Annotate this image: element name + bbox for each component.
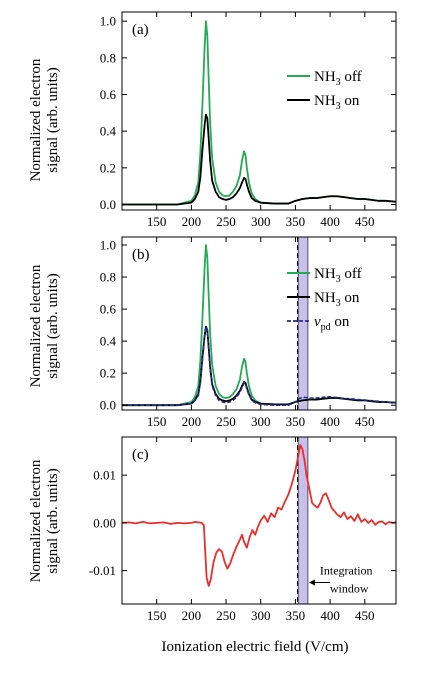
annotation-text-line1: Integration — [320, 564, 373, 578]
y-axis-title-line1: Normalized electron — [28, 58, 44, 181]
annotation-text-line2: window — [330, 582, 369, 596]
legend-label-tail: on — [341, 93, 360, 109]
legend-label-tail: on — [331, 314, 350, 330]
x-tick-label: 300 — [251, 608, 271, 623]
panels-layer: 150 200 250 300 350 400 450 0.0 0.2 0.4 0.6 0.8 1.0 (… — [89, 11, 397, 623]
x-tick-label: 450 — [355, 414, 375, 429]
y-tick-label: 0.4 — [100, 334, 117, 349]
x-tick-label: 200 — [182, 414, 202, 429]
x-tick-label: 200 — [182, 608, 202, 623]
x-tick-label: 400 — [320, 608, 340, 623]
x-tick-label: 300 — [251, 414, 271, 429]
legend-label: NH3 off — [314, 266, 362, 285]
legend-label-tail: off — [341, 69, 362, 85]
y-tick-label: -0.01 — [89, 563, 116, 578]
series-line-nh3-on — [122, 113, 396, 206]
y-tick-label: 0.6 — [100, 302, 117, 317]
y-axis-title-line1: Normalized electron — [28, 264, 44, 387]
series-line-vpd-on — [122, 325, 396, 406]
legend-label-sub: 3 — [336, 77, 341, 88]
x-tick-label: 150 — [147, 608, 167, 623]
y-tick-label: 0.0 — [100, 398, 116, 413]
plot-frame — [121, 236, 397, 411]
panel-a: 150 200 250 300 350 400 450 0.0 0.2 0.4 0.6 0.8 1.0 (… — [100, 11, 397, 229]
series-line-difference — [122, 444, 396, 587]
series-lines — [122, 20, 396, 206]
panel-b: 150 200 250 300 350 400 450 0.0 0.2 0.4 0.6 0.8 1.0 (… — [100, 236, 397, 429]
y-tick-label: 1.0 — [100, 14, 116, 29]
y-tick-label: 0.2 — [100, 160, 116, 175]
y-tick-label: 0.6 — [100, 87, 117, 102]
plot-frame — [121, 11, 397, 211]
annotation-arrowhead — [308, 579, 315, 586]
legend-label: vpd on — [314, 314, 350, 333]
x-axis-title: Ionization electric field (V/cm) — [162, 639, 349, 655]
panel-c: 150 200 250 300 350 400 450 -0.01 0.00 0.01 (c) Int… — [89, 436, 397, 623]
legend-label-main: NH — [314, 93, 336, 109]
x-tick-label: 350 — [286, 608, 306, 623]
legend-label: NH3 on — [314, 290, 360, 309]
y-tick-label: 1.0 — [100, 238, 116, 253]
series-lines — [122, 244, 396, 407]
y-axis-title-line2: signal (arb. units) — [45, 273, 61, 378]
integration-window — [297, 436, 309, 605]
panel-label: (a) — [132, 22, 149, 38]
y-tick-label: 0.8 — [100, 270, 116, 285]
panel-label: (b) — [132, 247, 150, 263]
panel-label: (c) — [132, 447, 149, 463]
y-tick-label: 0.8 — [100, 50, 116, 65]
legend-label-tail: off — [341, 266, 362, 282]
legend-label-sub: pd — [321, 322, 331, 333]
x-tick-label: 450 — [355, 214, 375, 229]
series-lines — [122, 444, 396, 587]
y-tick-label: 0.4 — [100, 124, 117, 139]
legend-label: NH3 on — [314, 93, 360, 112]
x-tick-label: 250 — [216, 414, 236, 429]
y-tick-label: 0.0 — [100, 197, 116, 212]
integration-window — [297, 236, 309, 411]
x-tick-label: 250 — [216, 214, 236, 229]
x-tick-label: 400 — [320, 214, 340, 229]
legend-label-tail: on — [341, 290, 360, 306]
legend-label-sub: 3 — [336, 101, 341, 112]
x-tick-label: 450 — [355, 608, 375, 623]
y-axis-title-line2: signal (arb. units) — [45, 468, 61, 573]
y-tick-label: 0.2 — [100, 366, 116, 381]
x-tick-label: 400 — [320, 414, 340, 429]
legend-label-main: v — [314, 314, 321, 330]
legend-label: NH3 off — [314, 69, 362, 88]
legend-label-main: NH — [314, 69, 336, 85]
x-tick-label: 200 — [182, 214, 202, 229]
x-tick-label: 150 — [147, 214, 167, 229]
legend-label-sub: 3 — [336, 274, 341, 285]
plot-frame — [121, 436, 397, 605]
y-tick-label: 0.01 — [93, 468, 116, 483]
x-tick-label: 300 — [251, 214, 271, 229]
x-tick-label: 250 — [216, 608, 236, 623]
x-tick-label: 350 — [286, 214, 306, 229]
y-tick-label: 0.00 — [93, 515, 116, 530]
legend-label-sub: 3 — [336, 298, 341, 309]
series-line-nh3-on — [122, 325, 396, 407]
series-line-nh3-off — [122, 20, 396, 206]
x-tick-label: 350 — [286, 414, 306, 429]
y-axis-title-line1: Normalized electron — [28, 459, 44, 582]
legend-label-main: NH — [314, 266, 336, 282]
y-axis-title-line2: signal (arb. units) — [45, 67, 61, 172]
legend-label-main: NH — [314, 290, 336, 306]
x-tick-label: 150 — [147, 414, 167, 429]
